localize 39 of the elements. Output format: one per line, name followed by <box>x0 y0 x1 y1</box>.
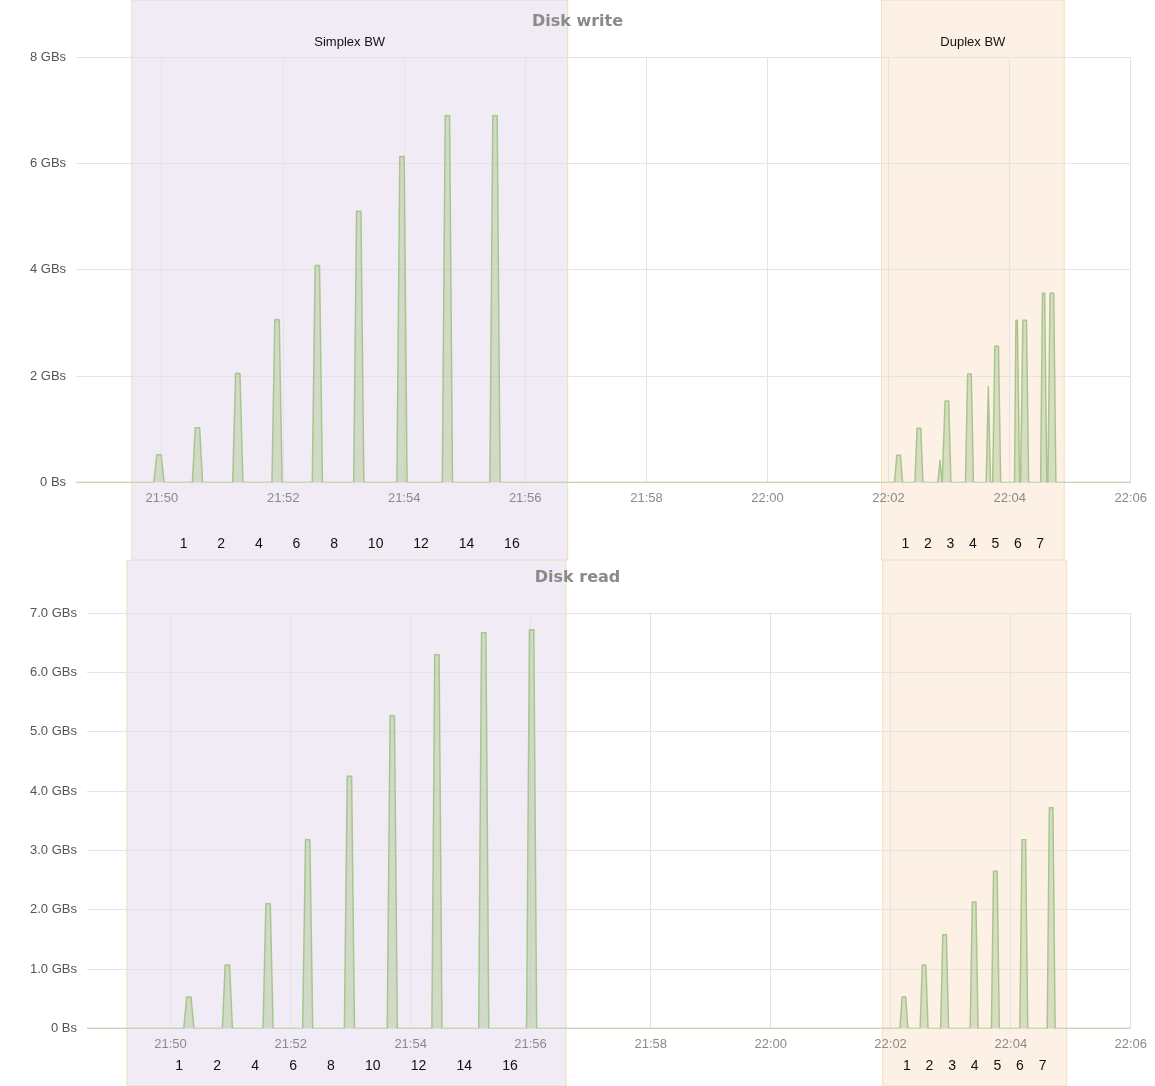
text: 1 2 4 6 8 10 12 14 16 <box>179 535 520 552</box>
chart-title: Disk write <box>531 10 624 30</box>
y-tick-label: 2.0 GBs <box>30 901 78 917</box>
x-tick-label: 22:00 <box>754 1035 787 1051</box>
y-tick-label: 3.0 GBs <box>30 842 78 858</box>
x-tick-label: 21:50 <box>145 489 179 505</box>
x-tick-label: 21:54 <box>387 489 421 505</box>
y-tick-label: 2 GBs <box>30 367 67 383</box>
x-tick-label: 21:50 <box>154 1035 187 1051</box>
x-tick-label: 21:56 <box>508 489 542 505</box>
x-tick-label: 21:52 <box>266 489 300 505</box>
x-tick-label: 21:54 <box>394 1035 427 1051</box>
y-tick-label: 4.0 GBs <box>30 782 78 798</box>
chart-title: Disk read <box>534 566 621 586</box>
text: 1 2 3 4 5 6 7 <box>901 535 1045 552</box>
x-tick-label: 21:56 <box>514 1035 547 1051</box>
x-tick-label: 22:02 <box>874 1035 907 1051</box>
x-tick-label: 22:06 <box>1114 1035 1148 1051</box>
x-tick-label: 22:06 <box>1114 489 1148 505</box>
band-label: Simplex BW <box>314 33 386 49</box>
x-tick-label: 22:04 <box>994 1035 1028 1051</box>
y-tick-label: 8 GBs <box>30 48 67 64</box>
x-tick-label: 21:58 <box>634 1035 668 1051</box>
x-tick-label: 22:02 <box>872 489 905 505</box>
y-tick-label: 4 GBs <box>30 261 67 277</box>
text: 1 2 4 6 8 10 12 14 16 <box>175 1057 519 1074</box>
x-tick-label: 21:58 <box>630 489 663 505</box>
y-tick-label: 0 Bs <box>50 1019 78 1035</box>
y-tick-label: 0 Bs <box>40 473 67 489</box>
x-tick-label: 22:04 <box>993 489 1027 505</box>
y-tick-label: 1.0 GBs <box>30 960 78 976</box>
y-tick-label: 5.0 GBs <box>30 723 78 739</box>
band-label: Duplex BW <box>940 33 1007 49</box>
text: 1 2 3 4 5 6 7 <box>902 1057 1047 1074</box>
y-tick-label: 6.0 GBs <box>30 664 78 680</box>
y-tick-label: 7.0 GBs <box>30 604 78 620</box>
x-tick-label: 22:00 <box>751 489 784 505</box>
y-tick-label: 6 GBs <box>30 155 67 171</box>
x-tick-label: 21:52 <box>274 1035 308 1051</box>
